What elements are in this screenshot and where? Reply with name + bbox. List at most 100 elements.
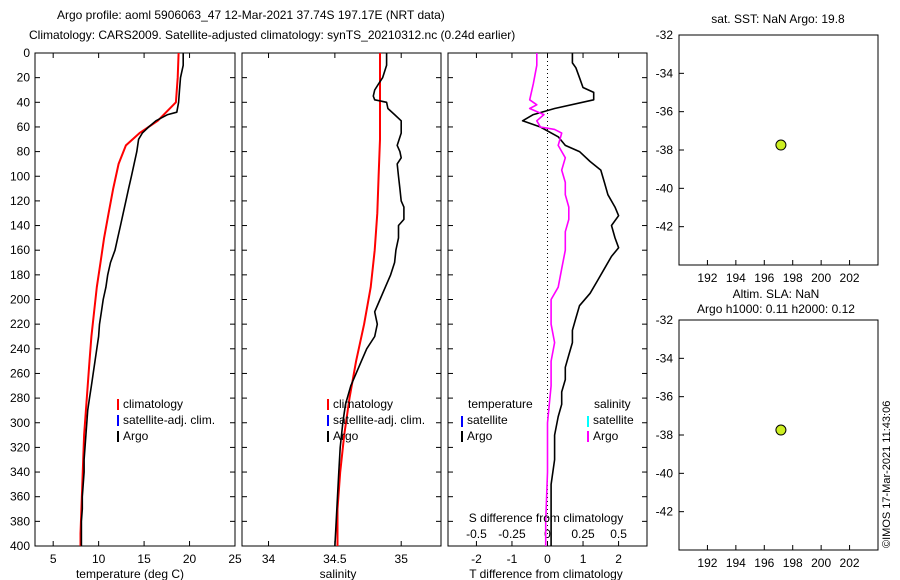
map-x-tick-label: 200 xyxy=(811,556,831,570)
map-y-tick-label: -36 xyxy=(656,390,674,404)
difference-chart: -2 -1 0 1 2 -0.5 -0.25 0 0.25 0.5 xyxy=(448,52,647,566)
y-tick-label: 240 xyxy=(10,342,30,356)
map-y-tick-label: -42 xyxy=(656,505,674,519)
series-line-climatology xyxy=(79,52,180,546)
map-x-tick-label: 192 xyxy=(697,271,717,285)
x-tick-label: 1 xyxy=(580,552,587,566)
map-x-tick-label: 196 xyxy=(754,556,774,570)
x-tick-label: 34.5 xyxy=(323,552,347,566)
y-tick-label: 180 xyxy=(10,268,30,282)
x-tick-label-top: -0.25 xyxy=(498,527,526,541)
map-y-tick-label: -40 xyxy=(656,181,674,195)
x-tick-label-top: 0 xyxy=(544,527,551,541)
x-tick-label-top: 0.25 xyxy=(571,527,595,541)
series-line-t-difference-argo xyxy=(521,53,620,546)
sst-map-frame xyxy=(678,34,879,266)
legend-swatch-t-satellite xyxy=(461,416,463,427)
map-x-tick-label: 194 xyxy=(726,556,746,570)
difference-xlabel: T difference from climatology xyxy=(469,567,623,580)
legend-label-climatology: climatology xyxy=(123,397,183,411)
legend-swatch-climatology xyxy=(327,399,329,410)
salinity-xlabel: salinity xyxy=(320,567,357,580)
y-tick-label: 260 xyxy=(10,366,30,380)
x-tick-label: 5 xyxy=(50,552,57,566)
legend-label-argo: Argo xyxy=(123,429,149,443)
map-y-tick-label: -36 xyxy=(656,105,674,119)
map-x-tick-label: 198 xyxy=(783,271,803,285)
x-tick-label: 15 xyxy=(137,552,151,566)
x-tick-label: 0 xyxy=(544,552,551,566)
map-x-tick-label: 198 xyxy=(783,556,803,570)
y-tick-label: 220 xyxy=(10,317,30,331)
sla-map-title: Altim. SLA: NaN xyxy=(733,287,820,301)
legend-swatch-t-argo xyxy=(461,431,463,442)
legend-label-argo: Argo xyxy=(333,429,359,443)
map-y-tick-label: -42 xyxy=(656,220,674,234)
legend-label-t-satellite: satellite xyxy=(467,413,508,427)
legend-swatch-argo xyxy=(327,431,329,442)
x-tick-label: 25 xyxy=(228,552,242,566)
y-tick-label: 80 xyxy=(17,145,31,159)
sla-map-subtitle: Argo h1000: 0.11 h2000: 0.12 xyxy=(697,302,855,316)
header-title-line2: Climatology: CARS2009. Satellite-adjuste… xyxy=(29,28,515,42)
argo-position-marker xyxy=(775,424,787,436)
x-tick-label: 35 xyxy=(395,552,409,566)
y-tick-label: 320 xyxy=(10,440,30,454)
map-y-tick-label: -32 xyxy=(656,28,674,42)
header-title-line1: Argo profile: aoml 5906063_47 12-Mar-202… xyxy=(57,8,445,22)
y-tick-label: 340 xyxy=(10,465,30,479)
map-y-tick-label: -34 xyxy=(656,351,674,365)
temperature-legend: climatology satellite-adj. clim. Argo xyxy=(117,397,215,443)
temperature-xlabel: temperature (deg C) xyxy=(76,567,184,580)
y-tick-label: 140 xyxy=(10,219,30,233)
y-tick-label: 120 xyxy=(10,194,30,208)
difference-xlabel-top: S difference from climatology xyxy=(469,511,624,525)
y-tick-label: 20 xyxy=(17,71,31,85)
legend-swatch-satellite xyxy=(117,415,119,426)
series-line-argo xyxy=(80,53,184,546)
legend-label-s-argo: Argo xyxy=(593,429,619,443)
series-line-argo xyxy=(334,53,405,547)
legend-swatch-climatology xyxy=(117,399,119,410)
y-tick-label: 60 xyxy=(17,120,31,134)
map-x-tick-label: 196 xyxy=(754,271,774,285)
salinity-chart: 34 34.5 35 xyxy=(242,52,441,566)
y-tick-label: 100 xyxy=(10,169,30,183)
x-tick-label: -1 xyxy=(507,552,518,566)
x-tick-label-top: -0.5 xyxy=(466,527,487,541)
y-tick-label: 300 xyxy=(10,416,30,430)
legend-swatch-s-satellite xyxy=(587,416,589,427)
y-tick-label: 0 xyxy=(23,46,30,60)
map-y-tick-label: -34 xyxy=(656,66,674,80)
imos-watermark: ©IMOS 17-Mar-2021 11:43:06 xyxy=(881,401,893,548)
x-tick-label: 20 xyxy=(183,552,197,566)
temperature-panel-frame xyxy=(34,52,236,547)
y-tick-label: 280 xyxy=(10,391,30,405)
y-tick-label: 40 xyxy=(17,95,31,109)
map-x-tick-label: 202 xyxy=(840,556,860,570)
difference-legend: temperature satellite Argo salinity sate… xyxy=(461,397,634,443)
legend-label-satellite: satellite-adj. clim. xyxy=(333,413,425,427)
map-y-tick-label: -40 xyxy=(656,466,674,480)
sla-map-chart: 192 194 196 198 200 202 -32 -34 -36 -38 -40 -42 xyxy=(656,313,860,570)
legend-label-climatology: climatology xyxy=(333,397,393,411)
y-tick-label: 400 xyxy=(10,539,30,553)
legend-swatch-argo xyxy=(117,431,119,442)
series-line-climatology xyxy=(336,53,381,546)
map-x-tick-label: 192 xyxy=(697,556,717,570)
series-line-s-difference-argo xyxy=(528,53,570,546)
legend-label-t-argo: Argo xyxy=(467,429,493,443)
sla-map-frame xyxy=(678,319,879,551)
y-tick-label: 160 xyxy=(10,243,30,257)
legend-title-salinity: salinity xyxy=(594,397,631,411)
sst-map-title: sat. SST: NaN Argo: 19.8 xyxy=(711,12,845,26)
salinity-legend: climatology satellite-adj. clim. Argo xyxy=(327,397,425,443)
x-tick-label: -2 xyxy=(471,552,482,566)
legend-title-temperature: temperature xyxy=(468,397,533,411)
legend-swatch-s-argo xyxy=(587,431,589,442)
x-tick-label-top: 0.5 xyxy=(610,527,627,541)
y-tick-label: 380 xyxy=(10,514,30,528)
sst-map-chart: 192 194 196 198 200 202 -32 -34 -36 -38 -40 -42 xyxy=(656,28,860,285)
temperature-chart: 0 20 40 60 80 100 120 140 160 180 200 220 240 260 280 3… xyxy=(10,46,242,566)
